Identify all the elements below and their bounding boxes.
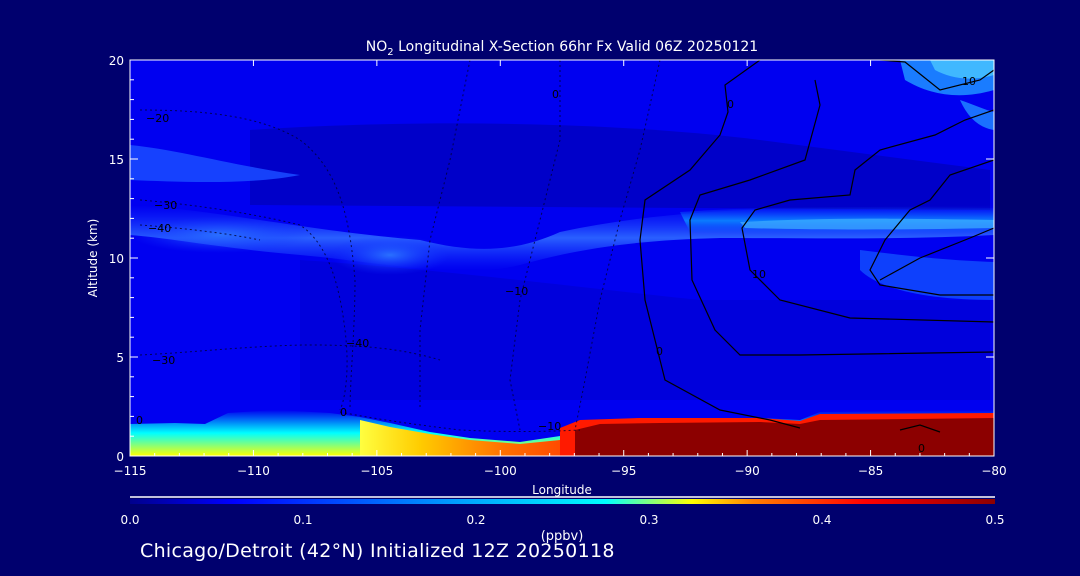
svg-text:−30: −30 bbox=[152, 354, 175, 367]
x-tick-label: −85 bbox=[858, 464, 883, 478]
contour-lines bbox=[639, 60, 994, 433]
x-tick-label: −115 bbox=[114, 464, 147, 478]
svg-text:−40: −40 bbox=[148, 222, 171, 235]
colorbar-tick-label: 0.2 bbox=[466, 513, 485, 527]
colorbar-units: (ppbv) bbox=[541, 529, 584, 544]
colorbar-tick-labels: 0.0 0.1 0.2 0.3 0.4 0.5 bbox=[120, 513, 1004, 527]
y-tick-label: 20 bbox=[109, 54, 124, 68]
y-tick-label: 10 bbox=[109, 252, 124, 266]
y-tick-label: 0 bbox=[116, 450, 124, 464]
svg-text:−40: −40 bbox=[346, 337, 369, 350]
colorbar-tick-label: 0.4 bbox=[812, 513, 831, 527]
colorbar-tick-label: 0.1 bbox=[293, 513, 312, 527]
init-caption: Chicago/Detroit (42°N) Initialized 12Z 2… bbox=[140, 540, 615, 562]
svg-text:−10: −10 bbox=[538, 420, 561, 433]
svg-text:−30: −30 bbox=[154, 199, 177, 212]
x-tick-label: −110 bbox=[237, 464, 270, 478]
svg-text:0: 0 bbox=[340, 406, 347, 419]
concentration-field bbox=[130, 60, 994, 456]
dashed-contours bbox=[139, 60, 661, 432]
x-tick-label: −95 bbox=[611, 464, 636, 478]
title-subscript: 2 bbox=[387, 47, 393, 58]
x-tick-label: −105 bbox=[360, 464, 393, 478]
svg-text:0: 0 bbox=[552, 88, 559, 101]
svg-text:10: 10 bbox=[962, 75, 976, 88]
x-tick-label: −80 bbox=[981, 464, 1006, 478]
svg-text:0: 0 bbox=[656, 345, 663, 358]
x-tick-label: −100 bbox=[484, 464, 517, 478]
svg-text:0: 0 bbox=[918, 442, 925, 455]
title-prefix: NO bbox=[366, 39, 388, 55]
title-rest: Longitudinal X-Section 66hr Fx Valid 06Z… bbox=[394, 39, 759, 55]
x-axis-ticks: −115 −110 −105 −100 −95 −90 −85 −80 bbox=[114, 60, 1007, 478]
svg-text:−10: −10 bbox=[505, 285, 528, 298]
y-axis-ticks: 0 5 10 15 20 bbox=[109, 54, 994, 464]
y-tick-label: 5 bbox=[116, 351, 124, 365]
svg-text:0: 0 bbox=[727, 98, 734, 111]
x-axis-label: Longitude bbox=[532, 483, 592, 497]
chart-title: NO2 Longitudinal X-Section 66hr Fx Valid… bbox=[366, 39, 758, 58]
colorbar-tick-label: 0.5 bbox=[985, 513, 1004, 527]
svg-text:10: 10 bbox=[752, 268, 766, 281]
y-tick-label: 15 bbox=[109, 153, 124, 167]
svg-text:−20: −20 bbox=[146, 112, 169, 125]
y-axis-label: Altitude (km) bbox=[86, 219, 100, 298]
colorbar-tick-label: 0.0 bbox=[120, 513, 139, 527]
svg-text:0: 0 bbox=[136, 414, 143, 427]
contour-labels: −20 −30 −40 −30 −40 0 0 −10 −10 0 10 10 … bbox=[136, 75, 976, 455]
x-tick-label: −90 bbox=[734, 464, 759, 478]
colorbar-tick-label: 0.3 bbox=[639, 513, 658, 527]
colorbar bbox=[130, 499, 995, 504]
